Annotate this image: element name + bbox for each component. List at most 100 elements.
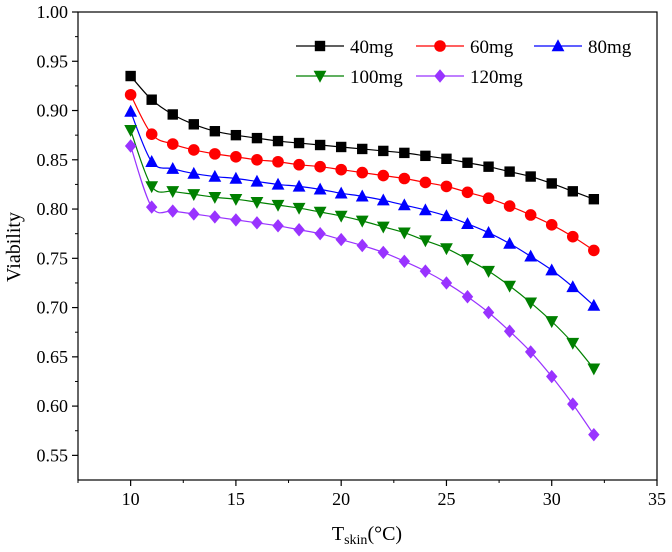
data-point — [187, 166, 201, 179]
data-point — [145, 155, 159, 167]
data-point — [588, 194, 600, 205]
x-axis-title-main: T — [332, 523, 344, 545]
data-point — [293, 223, 305, 237]
series-80mg — [124, 104, 601, 311]
data-point — [545, 316, 559, 329]
data-point — [482, 192, 495, 205]
legend-item-80mg: 80mg — [534, 37, 632, 58]
data-point — [272, 135, 284, 147]
data-point — [377, 169, 390, 182]
data-point — [503, 324, 516, 338]
x-tick-label: 15 — [227, 489, 245, 509]
data-point — [566, 337, 580, 350]
data-point — [145, 128, 158, 140]
data-point — [356, 238, 368, 253]
data-point — [292, 202, 306, 215]
y-axis-title: Viability — [3, 212, 25, 282]
data-point — [440, 243, 453, 256]
data-point — [314, 226, 326, 241]
data-point — [398, 254, 411, 268]
data-point — [167, 109, 178, 120]
data-point — [188, 207, 200, 221]
data-point — [587, 363, 601, 376]
data-point — [357, 143, 368, 155]
data-point — [209, 126, 221, 137]
data-point — [503, 236, 517, 249]
legend-label: 100mg — [350, 67, 403, 88]
data-point — [230, 129, 242, 141]
data-point — [524, 297, 538, 310]
data-point — [292, 179, 306, 192]
data-point — [483, 161, 494, 172]
data-point — [334, 186, 348, 199]
series-60mg — [124, 88, 600, 257]
data-point — [335, 163, 347, 176]
data-point — [546, 369, 558, 384]
data-point — [335, 232, 347, 247]
data-point — [250, 196, 264, 209]
data-point — [545, 263, 559, 276]
data-point — [335, 141, 347, 153]
data-point — [567, 397, 579, 411]
data-point — [419, 235, 432, 248]
y-tick-label: 0.95 — [37, 51, 69, 71]
legend-label: 60mg — [470, 37, 514, 58]
data-point — [146, 94, 157, 105]
x-axis-ticks: 10 15 20 25 30 35 — [77, 480, 666, 509]
data-point — [567, 186, 578, 197]
data-point — [314, 160, 326, 173]
data-point — [166, 186, 180, 199]
legend-marker — [551, 39, 565, 52]
data-point — [209, 148, 221, 160]
data-point — [462, 157, 473, 168]
data-point — [482, 305, 495, 320]
y-tick-label: 0.65 — [37, 347, 69, 367]
data-point — [482, 265, 495, 278]
legend-label: 80mg — [588, 37, 632, 58]
legend-marker — [434, 40, 446, 52]
data-point — [125, 70, 136, 82]
data-point — [587, 298, 601, 311]
data-point — [124, 88, 137, 101]
x-axis-title: Tskin(°C) — [332, 523, 402, 548]
series-line — [130, 111, 595, 307]
data-point — [145, 181, 159, 194]
data-point — [525, 171, 536, 182]
y-axis-ticks: 0.55 0.60 0.65 0.70 0.75 0.80 0.85 0.90 0.95 1.00 — [37, 2, 78, 465]
series-120mg — [124, 139, 600, 442]
data-point — [229, 194, 243, 206]
data-point — [251, 132, 263, 144]
legend-item-120mg: 120mg — [416, 67, 523, 88]
data-point — [399, 147, 410, 159]
data-point — [166, 138, 179, 150]
data-point — [272, 219, 284, 233]
data-point — [504, 166, 515, 177]
data-point — [440, 180, 453, 193]
data-point — [124, 139, 137, 153]
data-point — [419, 176, 432, 189]
data-point — [293, 137, 305, 149]
data-point — [271, 177, 285, 190]
data-point — [397, 227, 411, 240]
data-point — [482, 225, 495, 238]
y-tick-label: 0.75 — [37, 248, 69, 268]
data-point — [461, 217, 474, 230]
data-point — [524, 209, 537, 221]
data-point — [250, 174, 264, 187]
legend-item-100mg: 100mg — [296, 67, 403, 88]
data-point — [208, 192, 222, 204]
data-point — [524, 345, 537, 359]
series-layer — [124, 70, 601, 442]
data-point — [524, 249, 538, 262]
plot-frame — [77, 11, 658, 481]
data-point — [461, 254, 474, 267]
data-point — [314, 139, 326, 151]
data-point — [566, 280, 580, 293]
data-point — [461, 290, 474, 304]
data-point — [503, 280, 517, 293]
y-tick-label: 1.00 — [37, 2, 69, 22]
data-point — [124, 104, 138, 117]
data-point — [166, 161, 180, 174]
x-tick-label: 30 — [543, 489, 561, 509]
x-tick-label: 25 — [437, 489, 455, 509]
